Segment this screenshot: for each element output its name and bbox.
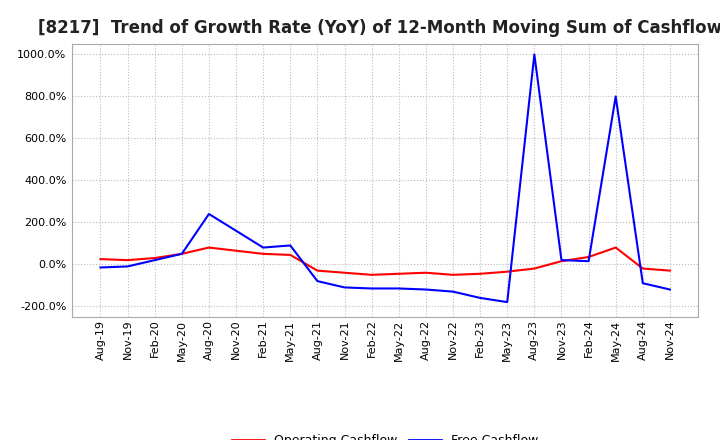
Title: [8217]  Trend of Growth Rate (YoY) of 12-Month Moving Sum of Cashflows: [8217] Trend of Growth Rate (YoY) of 12-…	[38, 19, 720, 37]
Legend: Operating Cashflow, Free Cashflow: Operating Cashflow, Free Cashflow	[228, 429, 543, 440]
